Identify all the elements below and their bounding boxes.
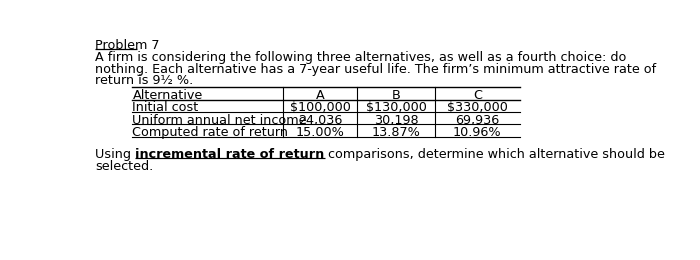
- Text: incremental rate of return: incremental rate of return: [135, 148, 325, 161]
- Text: $100,000: $100,000: [290, 101, 351, 114]
- Text: Uniform annual net income: Uniform annual net income: [132, 114, 307, 127]
- Text: selected.: selected.: [95, 160, 153, 173]
- Text: return is 9½ %.: return is 9½ %.: [95, 74, 193, 87]
- Text: Initial cost: Initial cost: [132, 101, 199, 114]
- Text: $130,000: $130,000: [365, 101, 426, 114]
- Text: 13.87%: 13.87%: [372, 126, 421, 139]
- Text: B: B: [391, 89, 400, 102]
- Text: Using: Using: [95, 148, 135, 161]
- Text: Problem 7: Problem 7: [95, 39, 160, 52]
- Text: comparisons, determine which alternative should be: comparisons, determine which alternative…: [325, 148, 666, 161]
- Text: Alternative: Alternative: [132, 89, 203, 102]
- Text: 30,198: 30,198: [374, 114, 419, 127]
- Text: A: A: [316, 89, 324, 102]
- Text: A firm is considering the following three alternatives, as well as a fourth choi: A firm is considering the following thre…: [95, 51, 626, 64]
- Text: C: C: [473, 89, 482, 102]
- Text: $330,000: $330,000: [447, 101, 508, 114]
- Text: 15.00%: 15.00%: [295, 126, 344, 139]
- Text: nothing. Each alternative has a 7-year useful life. The firm’s minimum attractiv: nothing. Each alternative has a 7-year u…: [95, 63, 657, 76]
- Text: 69,936: 69,936: [455, 114, 500, 127]
- Text: Computed rate of return: Computed rate of return: [132, 126, 288, 139]
- Text: 24,036: 24,036: [298, 114, 342, 127]
- Text: 10.96%: 10.96%: [453, 126, 502, 139]
